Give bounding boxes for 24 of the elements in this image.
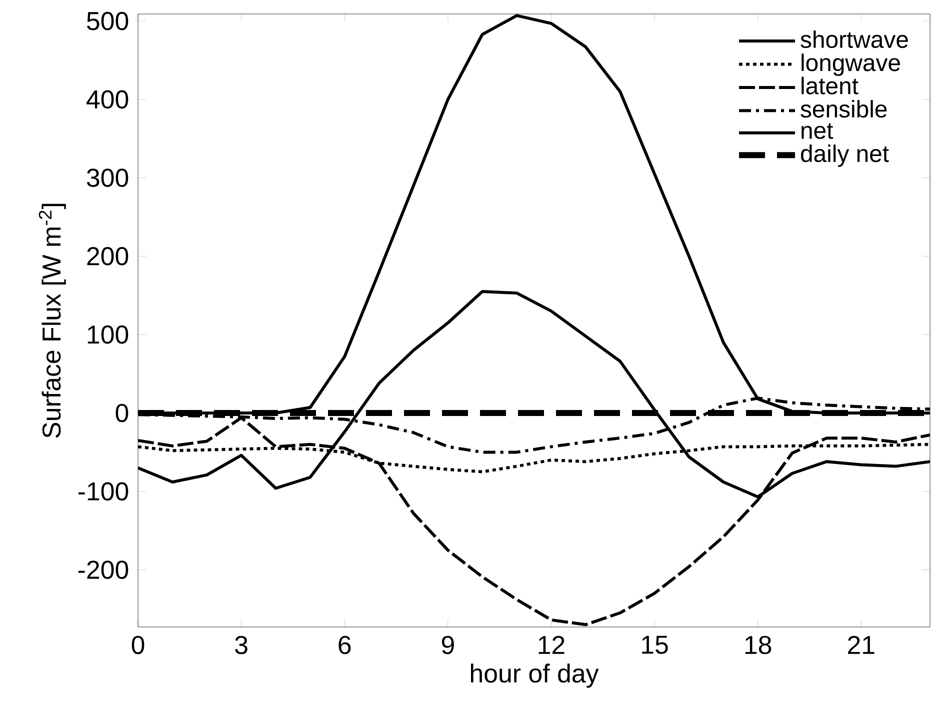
x-tick-label: 0 bbox=[132, 636, 144, 654]
legend-label: daily net bbox=[801, 144, 889, 167]
y-tick-label: 200 bbox=[87, 247, 128, 266]
x-tick-label: 18 bbox=[745, 636, 772, 654]
x-tick-label: 15 bbox=[642, 636, 668, 654]
legend-label: shortwave bbox=[800, 30, 908, 48]
y-tick-label: 0 bbox=[116, 404, 128, 422]
y-tick-label: 100 bbox=[88, 325, 128, 344]
x-axis-title: hour of day bbox=[471, 664, 599, 688]
x-tick-label: 6 bbox=[338, 636, 351, 654]
x-tick-label: 12 bbox=[538, 636, 564, 654]
y-tick-label: -100 bbox=[78, 482, 128, 501]
legend-label: sensible bbox=[800, 100, 887, 118]
y-tick-label: 400 bbox=[86, 90, 128, 109]
legend-label: longwave bbox=[802, 54, 900, 76]
y-axis-title: Surface Flux [W m$^{-2}$] bbox=[38, 204, 66, 438]
x-tick-label: 3 bbox=[235, 636, 248, 654]
y-tick-label: -200 bbox=[78, 560, 128, 579]
y-tick-label: 500 bbox=[86, 12, 128, 30]
y-tick-label: 300 bbox=[86, 168, 128, 187]
legend-label: net bbox=[802, 123, 834, 139]
x-tick-label: 21 bbox=[848, 636, 874, 654]
x-tick-label: 9 bbox=[442, 636, 454, 654]
legend-label: latent bbox=[802, 76, 858, 94]
